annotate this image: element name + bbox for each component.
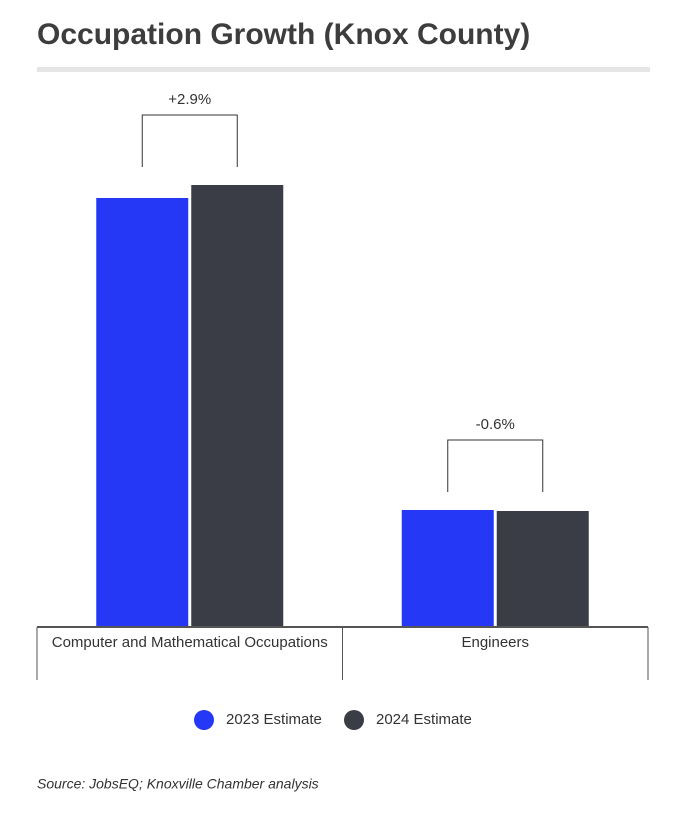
bar bbox=[191, 185, 284, 627]
change-bracket bbox=[447, 439, 544, 492]
bar bbox=[96, 198, 189, 627]
change-label: -0.6% bbox=[476, 416, 515, 433]
x-tick-label: Computer and Mathematical Occupations bbox=[51, 634, 328, 651]
legend-marker bbox=[344, 710, 364, 730]
title-rule bbox=[37, 67, 650, 72]
legend-label: 2023 Estimate bbox=[226, 711, 322, 728]
legend-marker bbox=[194, 710, 214, 730]
legend-label: 2024 Estimate bbox=[376, 711, 472, 728]
bar bbox=[401, 510, 494, 627]
x-tick-label: Engineers bbox=[461, 634, 530, 651]
bar bbox=[496, 511, 589, 627]
change-bracket bbox=[141, 114, 238, 167]
change-label: +2.9% bbox=[168, 91, 211, 108]
chart-title: Occupation Growth (Knox County) bbox=[37, 18, 530, 51]
source: Source: JobsEQ; Knoxville Chamber analys… bbox=[37, 776, 319, 792]
